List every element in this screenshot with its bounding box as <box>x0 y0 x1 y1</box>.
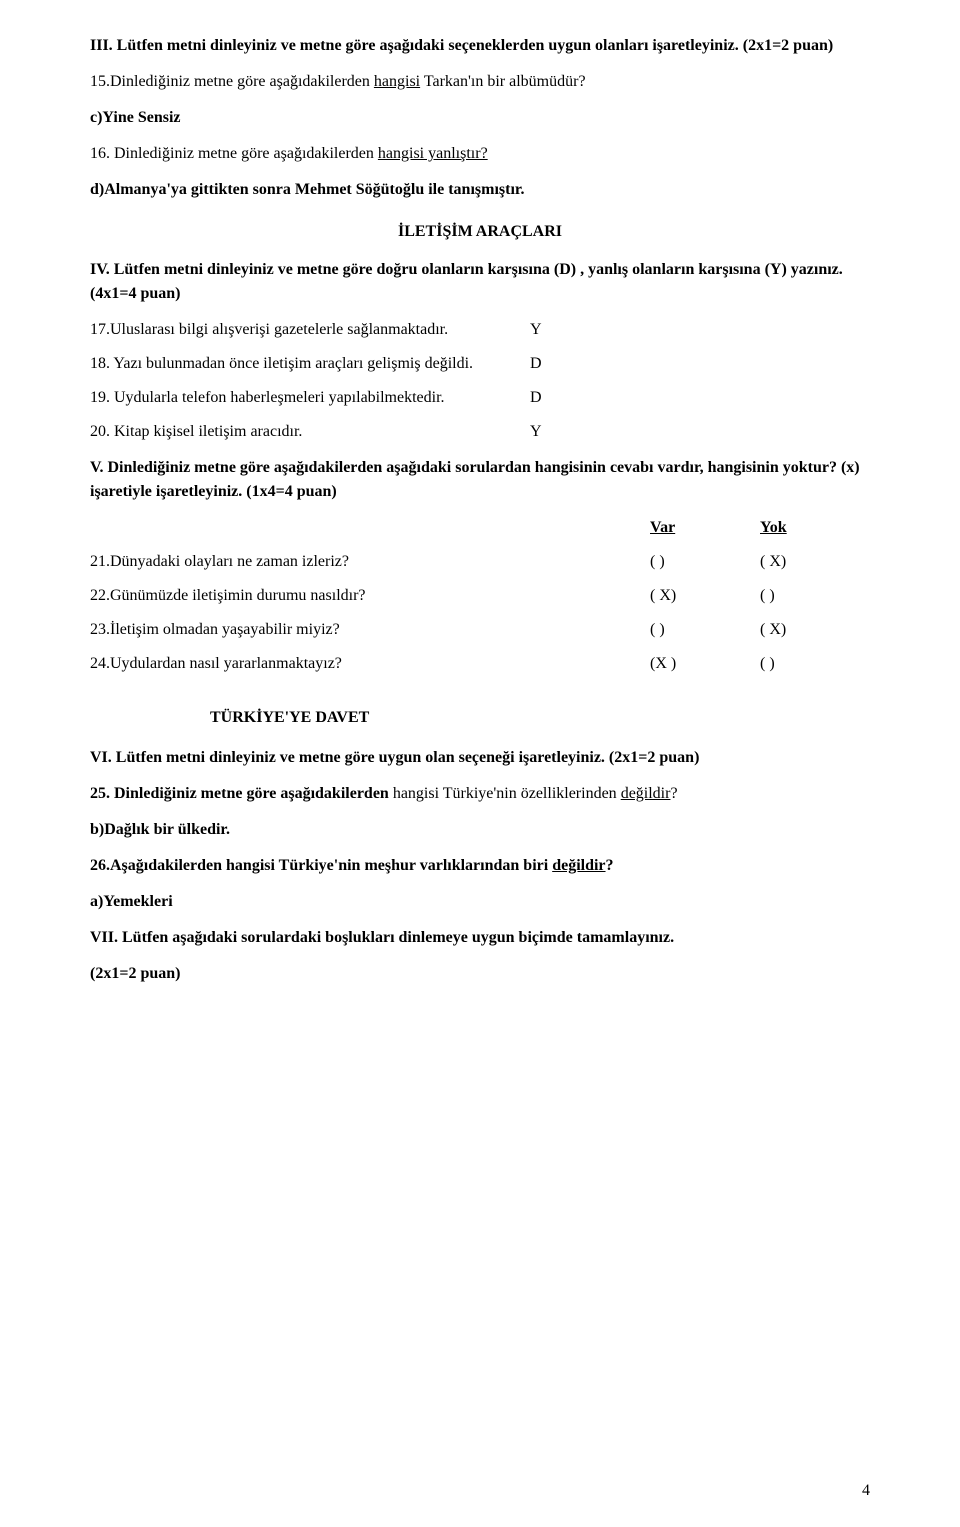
section5-yok: ( X) <box>760 618 850 642</box>
section4-text: 18. Yazı bulunmadan önce iletişim araçla… <box>90 352 530 376</box>
q15-underlined: hangisi <box>374 73 420 90</box>
section5-var: ( ) <box>650 618 760 642</box>
q25-underlined: değildir <box>621 785 671 802</box>
section3-prompt-suffix: (2x1=2 puan) <box>743 37 833 54</box>
section5-text: 22.Günümüzde iletişimin durumu nasıldır? <box>90 584 650 608</box>
section5-row: 24.Uydulardan nasıl yararlanmaktayız? (X… <box>90 652 870 676</box>
q25-suffix: ? <box>670 785 677 802</box>
q16: 16. Dinlediğiniz metne göre aşağıdakiler… <box>90 142 870 166</box>
section6-prompt: VI. Lütfen metni dinleyiniz ve metne gör… <box>90 746 870 770</box>
header-spacer <box>90 516 650 540</box>
section3-prompt-prefix: III. Lütfen metni dinleyiniz ve metne gö… <box>90 37 743 54</box>
q25: 25. Dinlediğiniz metne göre aşağıdakiler… <box>90 782 870 806</box>
section5-var: ( X) <box>650 584 760 608</box>
section4-table: 17.Uluslarası bilgi alışverişi gazeteler… <box>90 318 870 444</box>
section4-ans: Y <box>530 318 570 342</box>
col-yok: Yok <box>760 516 850 540</box>
q26-underlined: değildir <box>552 857 605 874</box>
section7-points: (2x1=2 puan) <box>90 962 870 986</box>
section7-prompt: VII. Lütfen aşağıdaki sorulardaki boşluk… <box>90 926 870 950</box>
section5-header: Var Yok <box>90 516 870 540</box>
q15: 15.Dinlediğiniz metne göre aşağıdakilerd… <box>90 70 870 94</box>
section5-text: 21.Dünyadaki olayları ne zaman izleriz? <box>90 550 650 574</box>
q16-prefix: 16. Dinlediğiniz metne göre aşağıdakiler… <box>90 145 378 162</box>
heading-turkiye: TÜRKİYE'YE DAVET <box>210 706 870 730</box>
section5-var: ( ) <box>650 550 760 574</box>
section3-prompt: III. Lütfen metni dinleyiniz ve metne gö… <box>90 34 870 58</box>
q16-underlined: hangisi yanlıştır? <box>378 145 488 162</box>
section5-row: 23.İletişim olmadan yaşayabilir miyiz? (… <box>90 618 870 642</box>
section5-var: (X ) <box>650 652 760 676</box>
q15-prefix: 15.Dinlediğiniz metne göre aşağıdakilerd… <box>90 73 374 90</box>
section5-yok: ( ) <box>760 584 850 608</box>
q26-prefix: 26.Aşağıdakilerden hangisi Türkiye'nin m… <box>90 857 552 874</box>
page-container: III. Lütfen metni dinleyiniz ve metne gö… <box>0 0 960 1527</box>
section5-prompt: V. Dinlediğiniz metne göre aşağıdakilerd… <box>90 456 870 504</box>
section5-text: 24.Uydulardan nasıl yararlanmaktayız? <box>90 652 650 676</box>
page-number: 4 <box>862 1479 870 1503</box>
section4-row: 19. Uydularla telefon haberleşmeleri yap… <box>90 386 870 410</box>
a25: b)Dağlık bir ülkedir. <box>90 818 870 842</box>
section5-yok: ( ) <box>760 652 850 676</box>
q26: 26.Aşağıdakilerden hangisi Türkiye'nin m… <box>90 854 870 878</box>
section4-text: 19. Uydularla telefon haberleşmeleri yap… <box>90 386 530 410</box>
section4-prompt: IV. Lütfen metni dinleyiniz ve metne gör… <box>90 258 870 306</box>
section4-ans: D <box>530 352 570 376</box>
section4-text: 17.Uluslarası bilgi alışverişi gazeteler… <box>90 318 530 342</box>
q26-suffix: ? <box>606 857 614 874</box>
col-var: Var <box>650 516 760 540</box>
section5-yok: ( X) <box>760 550 850 574</box>
a16: d)Almanya'ya gittikten sonra Mehmet Söğü… <box>90 178 870 202</box>
section4-row: 20. Kitap kişisel iletişim aracıdır. Y <box>90 420 870 444</box>
heading-iletisim: İLETİŞİM ARAÇLARI <box>90 220 870 244</box>
section4-ans: Y <box>530 420 570 444</box>
a26: a)Yemekleri <box>90 890 870 914</box>
a15: c)Yine Sensiz <box>90 106 870 130</box>
section5-row: 22.Günümüzde iletişimin durumu nasıldır?… <box>90 584 870 608</box>
section5-table: 21.Dünyadaki olayları ne zaman izleriz? … <box>90 550 870 676</box>
section4-row: 17.Uluslarası bilgi alışverişi gazeteler… <box>90 318 870 342</box>
section5-row: 21.Dünyadaki olayları ne zaman izleriz? … <box>90 550 870 574</box>
q25-mid: hangisi Türkiye'nin özelliklerinden <box>389 785 621 802</box>
section4-row: 18. Yazı bulunmadan önce iletişim araçla… <box>90 352 870 376</box>
section5-text: 23.İletişim olmadan yaşayabilir miyiz? <box>90 618 650 642</box>
q25-prefix: 25. Dinlediğiniz metne göre aşağıdakiler… <box>90 785 389 802</box>
section4-ans: D <box>530 386 570 410</box>
section4-text: 20. Kitap kişisel iletişim aracıdır. <box>90 420 530 444</box>
q15-suffix: Tarkan'ın bir albümüdür? <box>420 73 585 90</box>
